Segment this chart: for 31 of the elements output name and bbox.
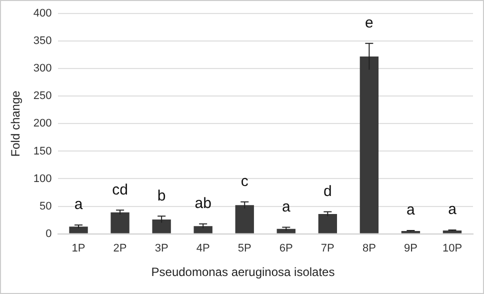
y-tick-label: 250 — [33, 90, 52, 102]
y-axis-title: Fold change — [8, 90, 23, 157]
x-tick-label: 10P — [442, 242, 462, 254]
x-tick-label: 9P — [404, 242, 418, 254]
y-tick-label: 200 — [33, 118, 52, 130]
x-tick-label: 4P — [196, 242, 210, 254]
y-tick-label: 0 — [46, 228, 52, 240]
y-tick-label: 300 — [33, 62, 52, 75]
x-tick-label: 5P — [238, 242, 252, 254]
annotation: ab — [194, 195, 212, 212]
annotation: c — [240, 173, 249, 190]
annotation: cd — [112, 181, 128, 198]
annotation: a — [448, 201, 458, 218]
annotation: a — [406, 202, 416, 219]
annotation: e — [365, 14, 374, 32]
annotation: a — [74, 196, 84, 214]
annotation: d — [323, 182, 332, 200]
annotation: b — [157, 187, 166, 204]
y-tick-label: 50 — [40, 200, 52, 212]
x-tick-label: 1P — [72, 242, 86, 254]
x-tick-label: 6P — [279, 242, 293, 254]
x-tick-label: 3P — [154, 242, 168, 254]
y-tick-label: 400 — [33, 8, 52, 20]
x-tick-label: 8P — [362, 242, 376, 254]
x-tick-label: 7P — [320, 242, 334, 254]
y-tick-label: 350 — [33, 35, 52, 48]
y-tick-label: 100 — [33, 172, 52, 185]
x-axis-title: Pseudomonas aeruginosa isolates — [150, 265, 336, 279]
y-tick-label: 150 — [33, 145, 52, 158]
x-tick-label: 2P — [113, 242, 127, 254]
annotation: a — [282, 198, 291, 216]
